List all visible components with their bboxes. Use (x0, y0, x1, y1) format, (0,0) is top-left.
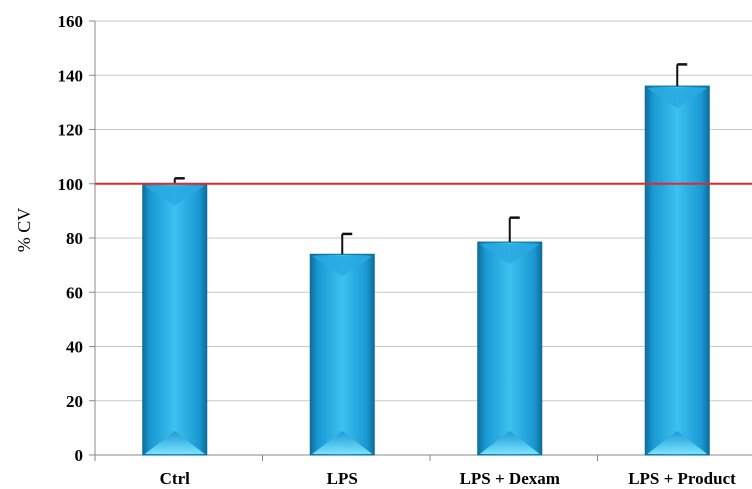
bar-bottom-bevel (312, 431, 373, 454)
y-tick-label: 60 (66, 283, 83, 302)
bar-bottom-bevel (647, 431, 708, 454)
bar-top-bevel (144, 185, 205, 206)
y-tick-label: 40 (66, 338, 83, 357)
x-tick-label: Ctrl (160, 469, 190, 488)
bar-bottom-bevel (144, 431, 205, 454)
y-axis-title: % CV (14, 208, 34, 253)
bar-top-bevel (479, 244, 540, 265)
y-tick-label: 160 (58, 12, 84, 31)
x-tick-label: LPS (327, 469, 358, 488)
y-tick-label: 0 (75, 446, 84, 465)
bar-top-bevel (312, 256, 373, 277)
bar-lps (309, 232, 375, 456)
bar (644, 85, 710, 456)
bar-bottom-bevel (479, 431, 540, 454)
y-tick-label: 80 (66, 229, 83, 248)
x-tick-label: LPS + Dexam (460, 469, 560, 488)
bar-ctrl (142, 177, 208, 456)
bar-top-bevel (647, 88, 708, 109)
bars (142, 63, 710, 456)
y-tick-label: 120 (58, 121, 84, 140)
bar-lps-product (644, 63, 710, 456)
x-tick-label: LPS + Product (628, 469, 736, 488)
y-tick-label: 20 (66, 392, 83, 411)
bar (309, 253, 375, 456)
y-tick-label: 140 (58, 66, 84, 85)
bar-lps-dexam (477, 216, 543, 456)
bar (142, 183, 208, 456)
labels: 0 20 40 60 80 100 120 140 160 Ctrl LPS LPS + Dexam L… (58, 12, 737, 488)
y-tick-label: 100 (58, 175, 84, 194)
bar (477, 241, 543, 456)
